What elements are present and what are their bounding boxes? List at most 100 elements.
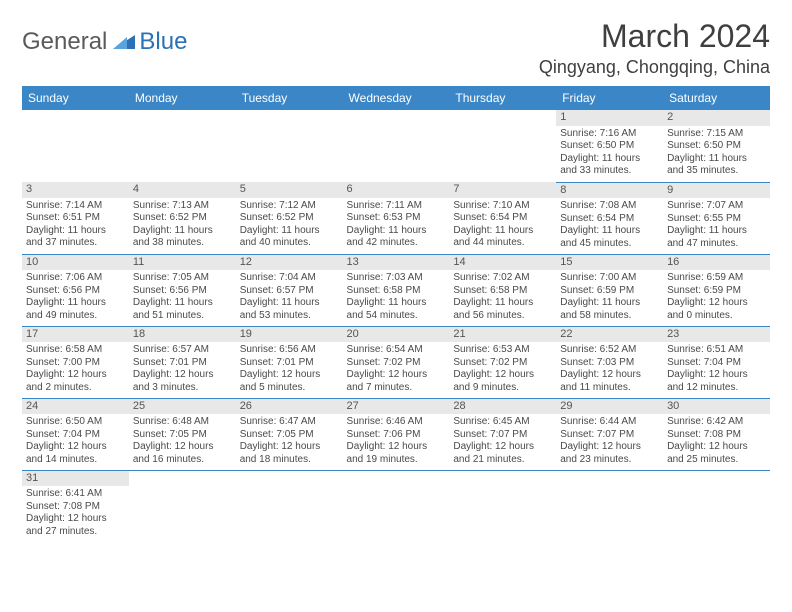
sunset-line: Sunset: 7:07 PM <box>560 429 659 442</box>
day-number: 29 <box>556 399 663 415</box>
day-number: 1 <box>556 110 663 126</box>
daylight-line-2: and 11 minutes. <box>560 382 659 395</box>
daylight-line-2: and 18 minutes. <box>240 454 339 467</box>
sunrise-line: Sunrise: 7:06 AM <box>26 272 125 285</box>
sunrise-line: Sunrise: 6:42 AM <box>667 416 766 429</box>
calendar-row: 3Sunrise: 7:14 AMSunset: 6:51 PMDaylight… <box>22 182 770 254</box>
daylight-line-2: and 9 minutes. <box>453 382 552 395</box>
sunrise-line: Sunrise: 7:10 AM <box>453 200 552 213</box>
calendar-cell <box>449 110 556 182</box>
calendar-cell: 17Sunrise: 6:58 AMSunset: 7:00 PMDayligh… <box>22 326 129 398</box>
calendar-cell: 24Sunrise: 6:50 AMSunset: 7:04 PMDayligh… <box>22 398 129 470</box>
calendar-cell: 15Sunrise: 7:00 AMSunset: 6:59 PMDayligh… <box>556 254 663 326</box>
calendar-cell: 28Sunrise: 6:45 AMSunset: 7:07 PMDayligh… <box>449 398 556 470</box>
daylight-line-1: Daylight: 12 hours <box>347 369 446 382</box>
sunset-line: Sunset: 6:53 PM <box>347 212 446 225</box>
day-number: 13 <box>343 255 450 271</box>
daylight-line-1: Daylight: 11 hours <box>133 297 232 310</box>
sunset-line: Sunset: 6:58 PM <box>347 285 446 298</box>
sunrise-line: Sunrise: 6:58 AM <box>26 344 125 357</box>
daylight-line-2: and 14 minutes. <box>26 454 125 467</box>
daylight-line-1: Daylight: 12 hours <box>133 369 232 382</box>
daylight-line-1: Daylight: 12 hours <box>240 441 339 454</box>
day-number: 19 <box>236 327 343 343</box>
calendar-cell: 8Sunrise: 7:08 AMSunset: 6:54 PMDaylight… <box>556 182 663 254</box>
sunset-line: Sunset: 7:02 PM <box>347 357 446 370</box>
daylight-line-1: Daylight: 11 hours <box>560 153 659 166</box>
daylight-line-1: Daylight: 11 hours <box>453 297 552 310</box>
daylight-line-2: and 16 minutes. <box>133 454 232 467</box>
day-number: 18 <box>129 327 236 343</box>
calendar-cell: 18Sunrise: 6:57 AMSunset: 7:01 PMDayligh… <box>129 326 236 398</box>
calendar-table: SundayMondayTuesdayWednesdayThursdayFrid… <box>22 86 770 542</box>
daylight-line-1: Daylight: 12 hours <box>560 441 659 454</box>
calendar-cell: 16Sunrise: 6:59 AMSunset: 6:59 PMDayligh… <box>663 254 770 326</box>
daylight-line-2: and 44 minutes. <box>453 237 552 250</box>
sunrise-line: Sunrise: 7:14 AM <box>26 200 125 213</box>
sunset-line: Sunset: 7:04 PM <box>667 357 766 370</box>
sunset-line: Sunset: 6:52 PM <box>240 212 339 225</box>
daylight-line-2: and 19 minutes. <box>347 454 446 467</box>
daylight-line-1: Daylight: 12 hours <box>240 369 339 382</box>
day-number: 5 <box>236 182 343 198</box>
daylight-line-2: and 33 minutes. <box>560 165 659 178</box>
sunrise-line: Sunrise: 7:05 AM <box>133 272 232 285</box>
day-number: 23 <box>663 327 770 343</box>
sunrise-line: Sunrise: 6:56 AM <box>240 344 339 357</box>
logo-text-blue: Blue <box>139 28 187 56</box>
sunset-line: Sunset: 6:57 PM <box>240 285 339 298</box>
sunset-line: Sunset: 6:54 PM <box>453 212 552 225</box>
weekday-header: Tuesday <box>236 86 343 110</box>
daylight-line-1: Daylight: 11 hours <box>560 297 659 310</box>
sunrise-line: Sunrise: 6:59 AM <box>667 272 766 285</box>
calendar-cell: 2Sunrise: 7:15 AMSunset: 6:50 PMDaylight… <box>663 110 770 182</box>
title-block: March 2024 Qingyang, Chongqing, China <box>539 18 770 78</box>
sunset-line: Sunset: 7:04 PM <box>26 429 125 442</box>
daylight-line-1: Daylight: 12 hours <box>667 297 766 310</box>
calendar-cell <box>236 470 343 542</box>
daylight-line-2: and 42 minutes. <box>347 237 446 250</box>
sunset-line: Sunset: 7:07 PM <box>453 429 552 442</box>
daylight-line-1: Daylight: 11 hours <box>26 225 125 238</box>
weekday-header: Friday <box>556 86 663 110</box>
day-number: 8 <box>556 183 663 199</box>
day-number: 20 <box>343 327 450 343</box>
calendar-cell <box>129 110 236 182</box>
day-number: 25 <box>129 399 236 415</box>
daylight-line-2: and 7 minutes. <box>347 382 446 395</box>
daylight-line-1: Daylight: 11 hours <box>560 225 659 238</box>
calendar-cell: 12Sunrise: 7:04 AMSunset: 6:57 PMDayligh… <box>236 254 343 326</box>
daylight-line-2: and 54 minutes. <box>347 310 446 323</box>
daylight-line-2: and 5 minutes. <box>240 382 339 395</box>
sunrise-line: Sunrise: 6:46 AM <box>347 416 446 429</box>
sunrise-line: Sunrise: 7:00 AM <box>560 272 659 285</box>
sunset-line: Sunset: 6:58 PM <box>453 285 552 298</box>
sunrise-line: Sunrise: 6:45 AM <box>453 416 552 429</box>
weekday-header: Monday <box>129 86 236 110</box>
sunrise-line: Sunrise: 6:44 AM <box>560 416 659 429</box>
daylight-line-1: Daylight: 11 hours <box>347 225 446 238</box>
sunrise-line: Sunrise: 7:02 AM <box>453 272 552 285</box>
sunset-line: Sunset: 6:50 PM <box>560 140 659 153</box>
sunrise-line: Sunrise: 6:41 AM <box>26 488 125 501</box>
day-number: 17 <box>22 327 129 343</box>
daylight-line-2: and 53 minutes. <box>240 310 339 323</box>
calendar-cell <box>556 470 663 542</box>
sunset-line: Sunset: 7:05 PM <box>240 429 339 442</box>
sunset-line: Sunset: 7:01 PM <box>133 357 232 370</box>
sunrise-line: Sunrise: 6:53 AM <box>453 344 552 357</box>
daylight-line-1: Daylight: 12 hours <box>560 369 659 382</box>
sunrise-line: Sunrise: 7:15 AM <box>667 128 766 141</box>
weekday-header: Saturday <box>663 86 770 110</box>
daylight-line-2: and 3 minutes. <box>133 382 232 395</box>
daylight-line-1: Daylight: 12 hours <box>133 441 232 454</box>
sunrise-line: Sunrise: 7:08 AM <box>560 200 659 213</box>
calendar-cell: 25Sunrise: 6:48 AMSunset: 7:05 PMDayligh… <box>129 398 236 470</box>
logo-text-general: General <box>22 28 107 56</box>
sunset-line: Sunset: 6:59 PM <box>560 285 659 298</box>
calendar-row: 31Sunrise: 6:41 AMSunset: 7:08 PMDayligh… <box>22 470 770 542</box>
day-number: 9 <box>663 183 770 199</box>
sunset-line: Sunset: 7:03 PM <box>560 357 659 370</box>
calendar-cell: 21Sunrise: 6:53 AMSunset: 7:02 PMDayligh… <box>449 326 556 398</box>
sunrise-line: Sunrise: 6:54 AM <box>347 344 446 357</box>
